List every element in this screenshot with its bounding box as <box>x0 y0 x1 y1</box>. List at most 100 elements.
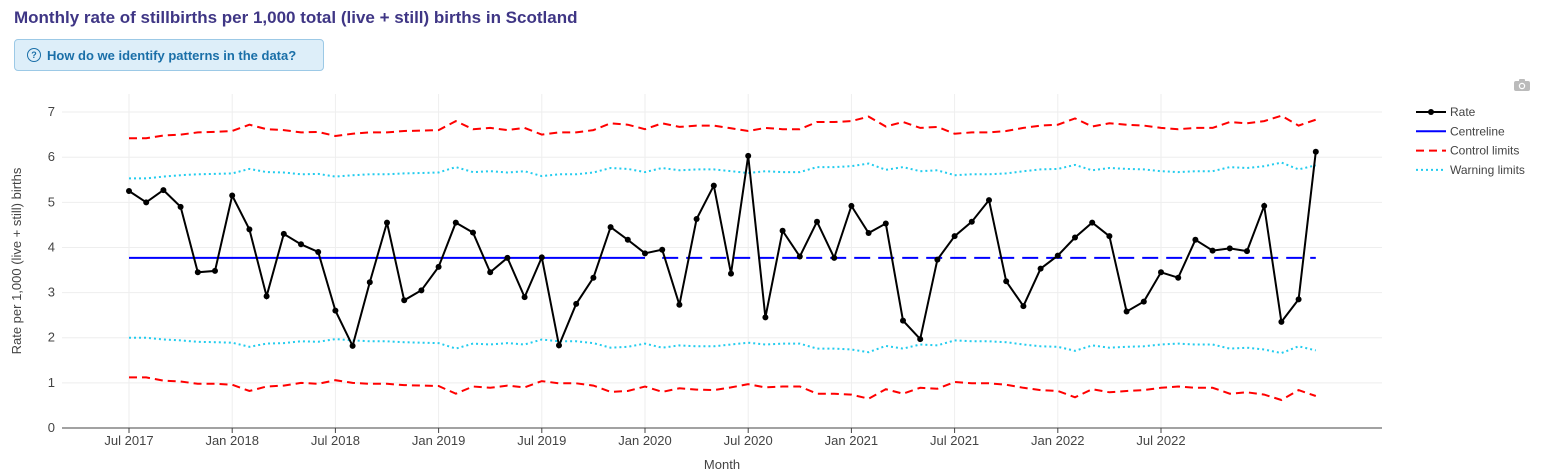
rate-point <box>796 253 803 260</box>
x-tick-label: Jan 2021 <box>825 433 879 448</box>
rate-point <box>934 256 941 263</box>
control-limit-upper <box>129 114 1317 140</box>
control-limit-lower <box>129 376 1317 402</box>
rate-point <box>487 269 494 276</box>
x-tick-label: Jul 2017 <box>104 433 153 448</box>
rate-point <box>556 342 562 349</box>
y-tick-label: 5 <box>48 194 55 209</box>
rate-point <box>435 263 442 270</box>
x-tick-label: Jul 2018 <box>311 433 360 448</box>
rate-point <box>710 182 717 189</box>
rate-point <box>624 236 631 243</box>
legend-item: Control limits <box>1416 144 1519 158</box>
series-layer <box>126 114 1319 402</box>
y-tick-label: 4 <box>48 239 55 254</box>
rate-point <box>418 287 425 294</box>
rate-point <box>143 199 150 206</box>
rate-point <box>1226 245 1233 252</box>
rate-point <box>401 297 408 304</box>
x-tick-label: Jul 2020 <box>724 433 773 448</box>
rate-point <box>280 230 287 237</box>
rate-point <box>917 336 924 343</box>
rate-point <box>1158 269 1164 276</box>
rate-point <box>452 219 459 226</box>
legend[interactable]: Rate Centreline Control limits Warning limi… <box>1416 105 1525 177</box>
rate-point <box>882 220 889 227</box>
rate-point <box>263 293 270 300</box>
rate-point <box>590 274 597 281</box>
legend-item: Centreline <box>1416 124 1505 138</box>
rate-point <box>693 216 700 223</box>
camera-icon[interactable] <box>1513 78 1531 92</box>
y-tick-label: 6 <box>48 149 55 164</box>
y-tick-label: 0 <box>48 420 55 435</box>
rate-point <box>1261 202 1268 209</box>
rate-point <box>986 197 992 204</box>
legend-marker <box>1428 109 1434 115</box>
legend-label: Centreline <box>1450 124 1505 138</box>
legend-item: Warning limits <box>1416 163 1525 177</box>
rate-point <box>1295 296 1302 303</box>
rate-point <box>1209 247 1216 254</box>
rate-point <box>126 188 132 195</box>
rate-point <box>160 187 167 194</box>
legend-label: Rate <box>1450 105 1476 119</box>
rate-point <box>1175 274 1182 281</box>
y-axis-title: Rate per 1,000 (live + still) births <box>9 167 24 354</box>
help-button[interactable]: ? How do we identify patterns in the dat… <box>14 39 324 71</box>
rate-point <box>865 230 872 237</box>
rate-point <box>831 254 838 261</box>
legend-item: Rate <box>1416 105 1476 119</box>
x-axis-title: Month <box>704 457 740 472</box>
rate-point <box>315 248 322 255</box>
rate-point <box>1037 265 1044 272</box>
x-tick-label: Jul 2022 <box>1136 433 1185 448</box>
rate-point <box>1089 219 1096 226</box>
rate-point <box>246 226 253 233</box>
y-tick-label: 7 <box>48 104 55 119</box>
legend-label: Warning limits <box>1450 163 1525 177</box>
grid-layer <box>62 94 1382 428</box>
y-tick-label: 1 <box>48 375 55 390</box>
rate-point <box>951 233 958 240</box>
rate-point <box>212 267 218 274</box>
rate-point <box>384 219 390 226</box>
rate-point <box>745 152 752 159</box>
rate-point <box>349 342 356 349</box>
chart-title: Monthly rate of stillbirths per 1,000 to… <box>14 8 578 27</box>
rate-point <box>1244 248 1250 255</box>
rate-point <box>194 269 201 276</box>
warning-limit-lower <box>129 336 1317 355</box>
rate-point <box>676 301 683 308</box>
rate-point <box>607 224 614 231</box>
x-tick-label: Jan 2022 <box>1031 433 1085 448</box>
rate-point <box>521 294 528 301</box>
rate-point <box>332 307 339 314</box>
x-tick-label: Jul 2021 <box>930 433 979 448</box>
x-tick-label: Jan 2018 <box>205 433 259 448</box>
rate-point <box>1140 298 1147 305</box>
rate-point <box>1278 318 1285 325</box>
rate-point <box>814 218 820 225</box>
rate-point <box>762 314 769 321</box>
rate-point <box>659 246 666 253</box>
rate-point <box>1072 234 1078 241</box>
y-tick-label: 3 <box>48 285 55 300</box>
y-tick-label: 2 <box>48 330 55 345</box>
rate-point <box>573 300 580 307</box>
rate-point <box>470 229 476 236</box>
axis-layer: 0 1 2 3 4 5 6 7 Jul 2017 Jan 2018 Jul 2018 Jan 2019… <box>48 104 1382 448</box>
rate-point <box>642 250 648 257</box>
rate-point <box>1020 303 1027 310</box>
rate-point <box>538 254 545 261</box>
x-tick-label: Jan 2019 <box>412 433 466 448</box>
x-tick-label: Jul 2019 <box>517 433 566 448</box>
rate-point <box>1123 308 1130 315</box>
rate-point <box>779 227 786 234</box>
rate-point <box>900 317 906 324</box>
rate-point <box>848 202 855 209</box>
warning-limit-upper <box>129 161 1317 180</box>
rate-point <box>728 270 734 277</box>
rate-point <box>298 241 304 248</box>
rate-point <box>968 218 975 225</box>
